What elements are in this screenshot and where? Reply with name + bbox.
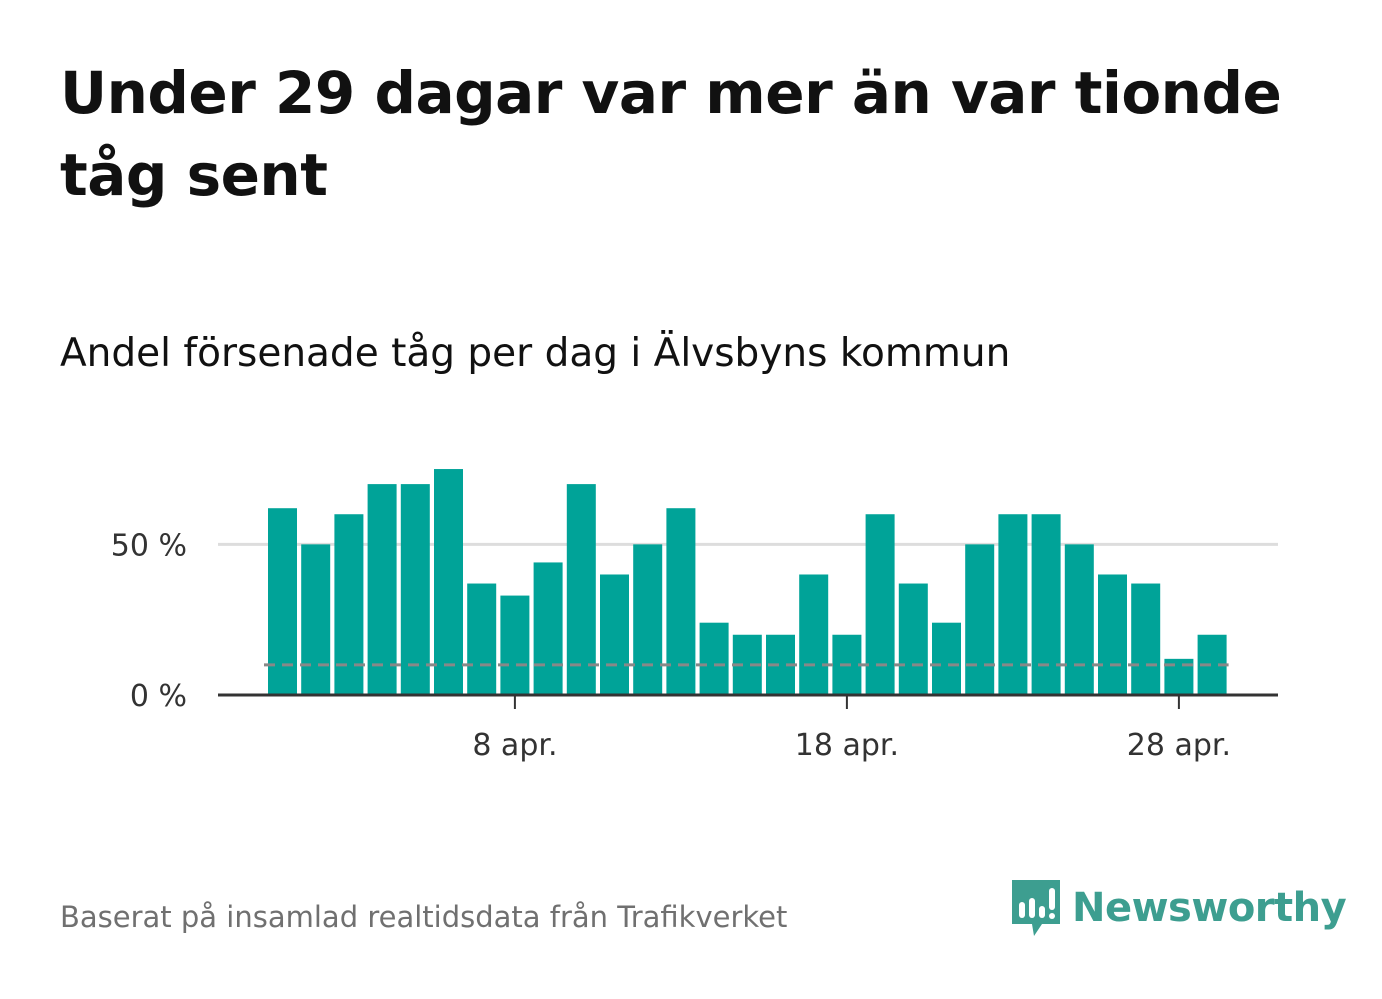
bar xyxy=(633,544,663,695)
chart-subtitle: Andel försenade tåg per dag i Älvsbyns k… xyxy=(60,331,1011,376)
x-tick-label: 18 apr. xyxy=(795,728,899,763)
bar xyxy=(367,484,397,695)
y-tick-label: 0 % xyxy=(130,679,187,714)
newsworthy-logo: Newsworthy xyxy=(1010,878,1347,938)
chart-title: Under 29 dagar var mer än var tionde tåg… xyxy=(60,59,1282,209)
bar xyxy=(533,562,563,695)
brand-name: Newsworthy xyxy=(1072,885,1347,931)
bar xyxy=(566,484,596,695)
bar xyxy=(1064,544,1094,695)
bars xyxy=(268,469,1227,695)
bar xyxy=(998,514,1028,695)
bar xyxy=(500,595,530,695)
bar xyxy=(334,514,364,695)
bar xyxy=(965,544,995,695)
y-tick-label: 50 % xyxy=(111,528,187,563)
bar xyxy=(699,622,729,695)
bar xyxy=(600,574,629,695)
bar xyxy=(467,583,497,695)
bar xyxy=(400,484,430,695)
x-tick-label: 28 apr. xyxy=(1127,728,1231,763)
source-note: Baserat på insamlad realtidsdata från Tr… xyxy=(60,900,788,934)
bar xyxy=(1098,574,1127,695)
bar xyxy=(434,469,463,695)
bar xyxy=(666,508,696,695)
bar-chart-speech-bubble-icon xyxy=(1012,880,1060,936)
bar xyxy=(865,514,895,695)
axes: 0 % 50 % 8 apr. 18 apr. 28 apr. xyxy=(111,528,1278,763)
bar xyxy=(1131,583,1161,695)
bar xyxy=(799,574,829,695)
bar xyxy=(301,544,331,695)
bar xyxy=(898,583,928,695)
bar xyxy=(1031,514,1061,695)
bar-chart: 0 % 50 % 8 apr. 18 apr. 28 apr. xyxy=(111,469,1278,763)
x-tick-label: 8 apr. xyxy=(472,728,557,763)
bar xyxy=(932,622,961,695)
bar xyxy=(268,508,297,695)
